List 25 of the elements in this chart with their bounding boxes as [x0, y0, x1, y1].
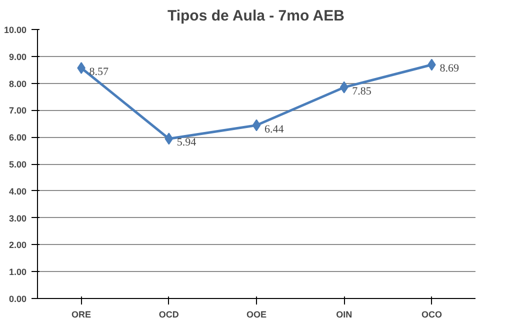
x-tick-label: OIN: [336, 310, 352, 320]
y-tick-label: 4.00: [8, 186, 27, 196]
y-tick-label: 8.00: [8, 78, 27, 89]
x-tick-label: ORE: [72, 310, 92, 320]
x-tick-label: OCD: [158, 310, 180, 320]
x-tick-label: OCO: [421, 310, 442, 320]
point: [252, 119, 261, 132]
point: [340, 81, 348, 94]
y-tick-label: 3.00: [8, 213, 27, 224]
data-label: 8.69: [440, 62, 460, 75]
y-tick-label: 1.00: [8, 267, 27, 278]
y-tick-label: 10.00: [4, 25, 27, 35]
data-label: 8.57: [89, 66, 110, 78]
data-label: 6.44: [264, 123, 284, 136]
y-tick-label: 5.00: [8, 160, 27, 170]
x-tick-label: OOE: [246, 310, 267, 320]
point: [164, 132, 174, 145]
chart-title: Tipos de Aula - 7mo AEB: [167, 8, 345, 24]
y-tick-label: 7.00: [8, 106, 27, 116]
y-tick-label: 9.00: [8, 52, 27, 62]
data-label: 7.85: [352, 85, 372, 98]
y-tick-label: 0.00: [8, 294, 27, 304]
y-tick-label: 2.00: [8, 240, 27, 250]
data-label: 5.94: [176, 136, 197, 149]
y-tick-label: 6.00: [8, 132, 27, 143]
